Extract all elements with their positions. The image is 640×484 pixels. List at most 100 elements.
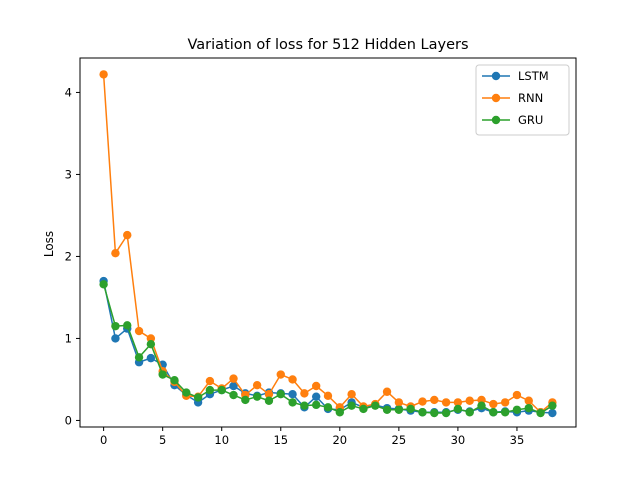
legend-marker-rnn — [491, 93, 501, 103]
data-point-rnn — [288, 375, 297, 384]
data-point-gru — [453, 404, 463, 414]
data-point-gru — [252, 392, 262, 401]
data-point-gru — [394, 405, 404, 414]
data-point-gru — [99, 280, 108, 289]
data-point-gru — [430, 408, 439, 418]
data-point-rnn — [430, 395, 439, 405]
data-point-rnn — [441, 398, 451, 407]
data-point-rnn — [276, 370, 285, 379]
data-point-rnn — [134, 326, 144, 336]
data-point-gru — [170, 376, 179, 385]
data-point-gru — [465, 408, 474, 417]
legend: LSTM RNN GRU — [475, 64, 570, 136]
data-point-gru — [489, 408, 498, 417]
data-point-gru — [382, 405, 392, 414]
data-point-gru — [123, 321, 132, 330]
data-point-rnn — [300, 389, 309, 398]
data-point-lstm — [111, 334, 120, 343]
data-point-gru — [311, 400, 321, 410]
data-point-gru — [158, 370, 167, 379]
data-point-gru — [477, 401, 486, 410]
data-point-rnn — [146, 334, 156, 343]
data-point-rnn — [477, 395, 486, 405]
plot-area — [99, 70, 557, 418]
data-point-rnn — [453, 398, 463, 407]
legend-label-gru: GRU — [518, 113, 543, 127]
data-point-gru — [217, 385, 226, 395]
data-point-lstm — [548, 408, 557, 418]
data-point-gru — [548, 401, 557, 410]
data-point-gru — [347, 401, 356, 410]
legend-item-rnn: RNN — [482, 91, 543, 105]
legend-item-lstm: LSTM — [482, 69, 549, 83]
data-point-gru — [241, 395, 250, 405]
data-point-gru — [418, 408, 427, 417]
axis-ticks: 0 5 10 15 20 25 30 35 0 1 2 3 4 — [65, 85, 525, 447]
data-point-gru — [276, 390, 285, 399]
data-point-gru — [264, 396, 274, 405]
y-tick-label: 1 — [65, 331, 72, 345]
legend-label-lstm: LSTM — [518, 69, 549, 83]
data-point-rnn — [123, 230, 132, 240]
data-point-gru — [134, 353, 144, 362]
y-tick-label: 2 — [65, 249, 72, 263]
data-point-gru — [182, 388, 191, 397]
data-point-gru — [512, 405, 522, 414]
series-gru — [99, 280, 557, 418]
data-point-rnn — [205, 376, 215, 386]
legend-marker-lstm — [491, 71, 501, 81]
data-point-rnn — [347, 390, 356, 399]
y-tick-label: 0 — [65, 413, 72, 427]
y-tick-label: 4 — [65, 85, 72, 99]
data-point-gru — [406, 404, 415, 414]
data-point-rnn — [500, 398, 510, 407]
data-point-gru — [111, 321, 120, 331]
data-point-rnn — [524, 396, 533, 405]
x-tick-label: 5 — [159, 433, 166, 447]
data-point-rnn — [465, 396, 474, 405]
legend-item-gru: GRU — [482, 113, 543, 127]
data-point-rnn — [382, 387, 392, 396]
series-rnn — [99, 70, 557, 417]
plot-frame — [79, 57, 577, 428]
x-tick-label: 35 — [510, 433, 525, 447]
data-point-rnn — [111, 248, 120, 258]
data-point-gru — [146, 339, 156, 349]
x-tick-label: 20 — [332, 433, 347, 447]
x-tick-label: 25 — [392, 433, 407, 447]
data-point-rnn — [252, 380, 262, 390]
legend-marker-gru — [491, 115, 501, 125]
x-tick-label: 10 — [214, 433, 229, 447]
data-point-gru — [193, 393, 203, 402]
data-point-gru — [359, 404, 368, 414]
y-axis-label: Loss — [42, 231, 56, 257]
data-point-gru — [229, 390, 238, 400]
data-point-lstm — [311, 392, 321, 401]
data-point-rnn — [323, 391, 333, 401]
data-point-rnn — [489, 399, 498, 409]
data-point-lstm — [229, 381, 238, 391]
y-tick-label: 3 — [65, 167, 72, 181]
data-point-lstm — [288, 390, 297, 399]
data-point-rnn — [512, 390, 522, 400]
chart-title: Variation of loss for 512 Hidden Layers — [187, 37, 468, 53]
data-point-gru — [536, 408, 545, 418]
data-point-gru — [335, 408, 345, 417]
data-point-gru — [441, 408, 451, 418]
data-point-gru — [524, 403, 533, 413]
data-point-rnn — [229, 374, 238, 383]
x-tick-label: 30 — [451, 433, 466, 447]
data-point-rnn — [418, 397, 427, 406]
data-point-gru — [300, 401, 309, 410]
data-point-gru — [288, 398, 297, 407]
data-point-gru — [371, 401, 380, 410]
legend-label-rnn: RNN — [518, 91, 543, 105]
data-point-rnn — [264, 390, 274, 399]
data-point-rnn — [394, 398, 404, 407]
data-point-gru — [500, 408, 510, 417]
data-point-rnn — [311, 381, 321, 391]
data-point-rnn — [99, 70, 108, 79]
data-point-lstm — [146, 353, 156, 363]
